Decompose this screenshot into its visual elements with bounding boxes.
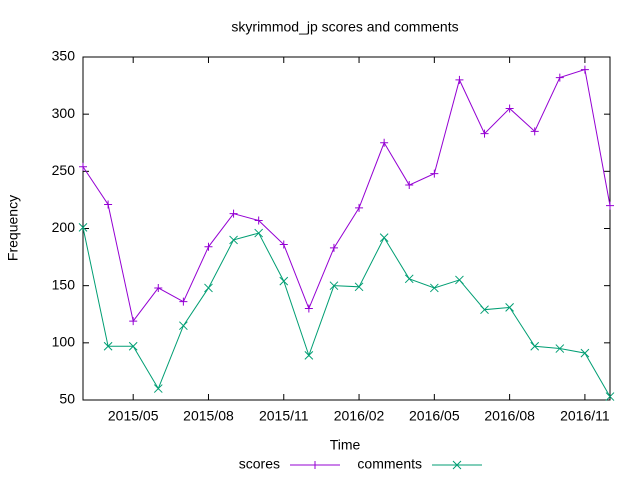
marker <box>455 75 464 84</box>
marker <box>355 203 364 212</box>
y-tick-label: 200 <box>52 219 76 235</box>
marker <box>605 392 615 401</box>
marker <box>405 181 414 190</box>
y-axis-label: Frequency <box>5 195 21 261</box>
marker <box>404 274 414 284</box>
marker <box>79 162 87 171</box>
legend-label: comments <box>357 456 422 472</box>
marker <box>329 281 339 291</box>
marker <box>505 104 514 113</box>
series-line <box>82 227 611 397</box>
marker <box>154 283 163 292</box>
legend-label: scores <box>239 456 280 472</box>
marker <box>104 200 113 209</box>
y-tick-label: 350 <box>52 48 76 64</box>
x-tick-label: 2016/05 <box>409 408 460 424</box>
marker <box>380 138 389 147</box>
marker <box>555 73 564 82</box>
marker <box>254 228 264 238</box>
marker <box>311 461 319 469</box>
marker <box>153 384 163 393</box>
marker <box>78 223 88 232</box>
marker <box>530 127 539 136</box>
x-tick-label: 2016/08 <box>484 408 535 424</box>
marker <box>204 242 213 251</box>
marker <box>606 201 614 210</box>
y-tick-label: 150 <box>52 276 76 292</box>
marker <box>179 297 188 306</box>
marker <box>229 235 238 245</box>
marker <box>555 344 565 353</box>
chart-title: skyrimmod_jp scores and comments <box>231 19 458 35</box>
marker <box>530 341 540 351</box>
marker <box>430 169 439 178</box>
marker <box>480 305 489 315</box>
x-axis-label: Time <box>330 437 361 453</box>
x-tick-label: 2015/05 <box>108 408 159 424</box>
marker <box>279 276 289 286</box>
marker <box>354 282 364 292</box>
x-tick-label: 2016/11 <box>560 408 610 424</box>
marker <box>229 209 238 218</box>
marker <box>304 304 313 313</box>
x-tick-label: 2016/02 <box>334 408 385 424</box>
marker <box>452 460 462 470</box>
marker <box>480 129 489 138</box>
marker <box>129 317 138 326</box>
marker <box>103 341 113 351</box>
marker <box>128 341 138 351</box>
marker <box>455 275 464 285</box>
marker <box>580 348 590 358</box>
marker <box>279 240 288 249</box>
marker <box>204 283 213 293</box>
marker <box>179 321 188 331</box>
y-tick-label: 100 <box>52 334 76 350</box>
y-tick-label: 250 <box>52 162 76 178</box>
x-tick-label: 2015/08 <box>183 408 234 424</box>
y-tick-label: 50 <box>59 391 75 407</box>
marker <box>505 303 514 312</box>
y-tick-label: 300 <box>52 105 76 121</box>
marker <box>580 65 589 74</box>
marker <box>379 233 389 243</box>
marker <box>429 283 439 293</box>
marker <box>329 243 338 252</box>
marker <box>304 351 314 360</box>
marker <box>254 216 263 225</box>
series-line <box>82 68 611 323</box>
x-tick-label: 2015/11 <box>259 408 309 424</box>
